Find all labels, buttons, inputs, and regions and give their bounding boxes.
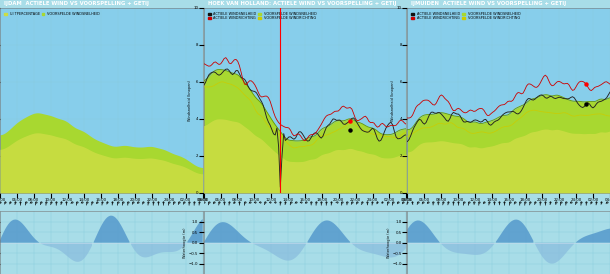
Legend: ACTIELE WINDSNELHEID, ACTIELE WINDRICHTING, VOORSPELDE WINDSNELHEID, VOORSPELDE : ACTIELE WINDSNELHEID, ACTIELE WINDRICHTI… (411, 12, 521, 21)
Y-axis label: Waterhoogte (m): Waterhoogte (m) (387, 227, 391, 258)
Y-axis label: Waterhoogte (m): Waterhoogte (m) (183, 227, 187, 258)
Y-axis label: Windsnelheid (knopen): Windsnelheid (knopen) (188, 80, 192, 121)
Text: IJMUIDEN  ACTIELE WIND VS VOORSPELLING + GETIJ: IJMUIDEN ACTIELE WIND VS VOORSPELLING + … (411, 1, 567, 7)
Legend: UI TPERCENTAGE, VOORSPELDE WINDSNELHEID: UI TPERCENTAGE, VOORSPELDE WINDSNELHEID (4, 12, 100, 16)
Text: IJDAM  ACTIELE WIND VS VOORSPELLING + GETIJ: IJDAM ACTIELE WIND VS VOORSPELLING + GET… (4, 1, 149, 7)
Y-axis label: Windsnelheid (knopen): Windsnelheid (knopen) (392, 80, 395, 121)
Text: HOEK VAN HOLLAND: ACTIELE WIND VS VOORSPELLING + GETIJ: HOEK VAN HOLLAND: ACTIELE WIND VS VOORSP… (208, 1, 396, 7)
Legend: ACTIELE WINDSNELHEID, ACTIELE WINDRICHTING, VOORSPELDE WINDSNELHEID, VOORSPELDE : ACTIELE WINDSNELHEID, ACTIELE WINDRICHTI… (207, 12, 317, 21)
